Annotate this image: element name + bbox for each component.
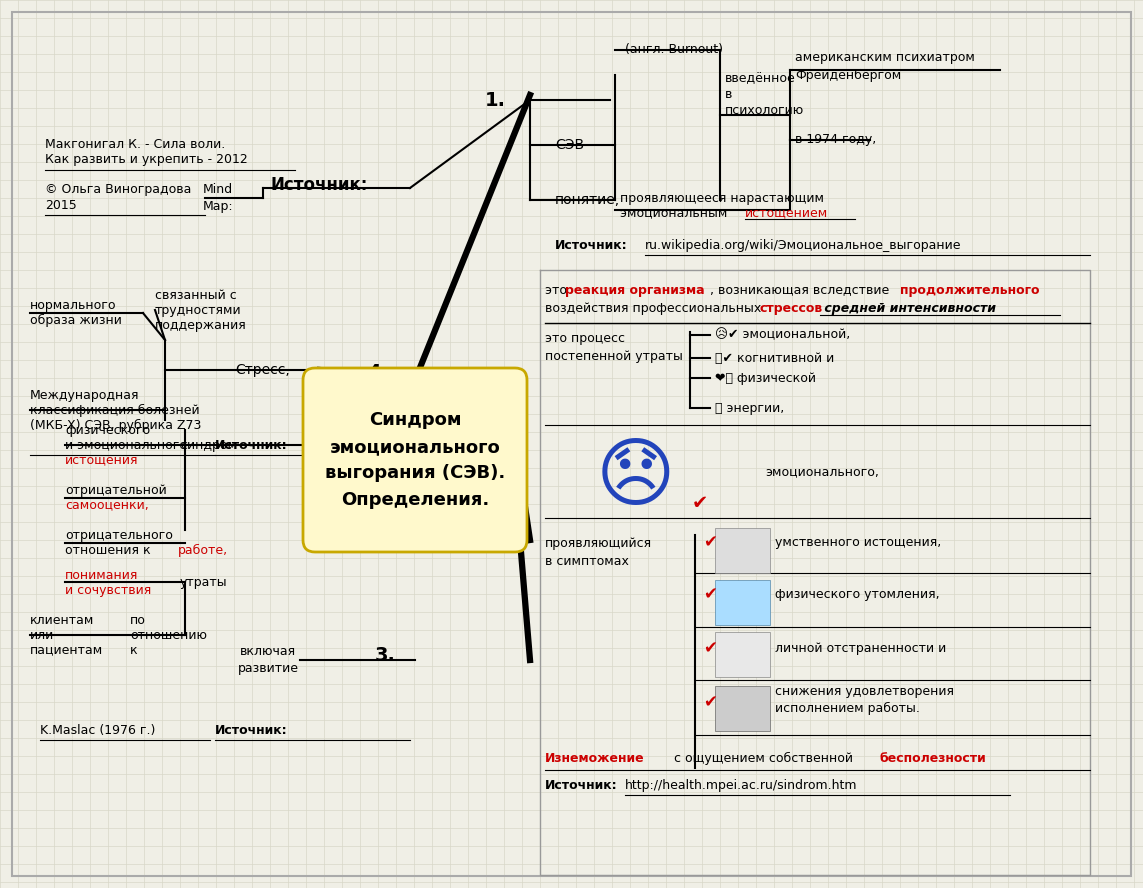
Bar — [716, 580, 770, 625]
Text: синдром: синдром — [179, 439, 237, 451]
Text: Синдром
эмоционального
выгорания (СЭВ).
Определения.: Синдром эмоционального выгорания (СЭВ). … — [325, 411, 505, 509]
Text: или: или — [30, 629, 54, 641]
Text: средней интенсивности: средней интенсивности — [820, 302, 996, 314]
Text: (МКБ-X) СЭВ, рубрика Z73: (МКБ-X) СЭВ, рубрика Z73 — [30, 418, 201, 432]
Text: ru.wikipedia.org/wiki/Эмоциональное_выгорание: ru.wikipedia.org/wiki/Эмоциональное_выго… — [645, 239, 961, 251]
Text: http://health.mpei.ac.ru/sindrom.htm: http://health.mpei.ac.ru/sindrom.htm — [625, 779, 857, 791]
Text: Источник:: Источник: — [215, 724, 288, 736]
Text: истощения: истощения — [65, 454, 138, 466]
Text: это процесс
постепенной утраты: это процесс постепенной утраты — [545, 331, 682, 362]
Text: Международная: Международная — [30, 389, 139, 401]
Text: 🕶️✔ когнитивной и: 🕶️✔ когнитивной и — [716, 352, 834, 364]
Text: классификация болезней: классификация болезней — [30, 403, 200, 416]
Text: 🧡 энергии,: 🧡 энергии, — [716, 401, 784, 415]
Text: это: это — [545, 283, 572, 297]
Text: Источник:: Источник: — [215, 439, 288, 451]
Text: Макгонигал К. - Сила воли.: Макгонигал К. - Сила воли. — [45, 139, 225, 152]
Text: и эмоционального: и эмоционального — [65, 439, 187, 451]
Text: © Ольга Виноградова: © Ольга Виноградова — [45, 184, 191, 196]
Text: связанный с: связанный с — [155, 289, 237, 302]
Text: 2015: 2015 — [45, 199, 77, 211]
Text: Фрейденбергом: Фрейденбергом — [796, 68, 901, 82]
Text: Источник:: Источник: — [555, 239, 628, 251]
Text: 4.: 4. — [368, 362, 389, 382]
Text: (англ. Burnout): (англ. Burnout) — [625, 44, 724, 57]
Text: понимания: понимания — [65, 568, 138, 582]
Text: проявляющийся
в симптомах: проявляющийся в симптомах — [545, 536, 653, 567]
Bar — [716, 686, 770, 731]
Text: продолжительного: продолжительного — [900, 283, 1039, 297]
Bar — [716, 528, 770, 573]
Text: эмоционального,: эмоционального, — [765, 465, 879, 479]
Text: отношения к: отношения к — [65, 543, 154, 557]
Text: клиентам: клиентам — [30, 614, 95, 627]
Text: СЭВ: СЭВ — [555, 138, 584, 152]
Text: истощением: истощением — [745, 207, 829, 219]
Text: введённое
в
психологию: введённое в психологию — [725, 73, 805, 117]
Text: по: по — [130, 614, 146, 627]
Text: и сочувствия: и сочувствия — [65, 583, 151, 597]
Text: 3.: 3. — [375, 646, 395, 664]
Text: американским психиатром: американским психиатром — [796, 52, 975, 65]
FancyBboxPatch shape — [303, 368, 527, 552]
Text: Источник:: Источник: — [545, 779, 617, 791]
Text: ✔: ✔ — [703, 533, 717, 551]
Text: включая
развитие: включая развитие — [238, 645, 298, 675]
Text: поддержания: поддержания — [155, 319, 247, 331]
Text: , возникающая вследствие: , возникающая вследствие — [710, 283, 893, 297]
Text: физического: физического — [65, 424, 150, 437]
Text: 1.: 1. — [485, 91, 505, 109]
Text: к: к — [130, 644, 137, 656]
Text: отношению: отношению — [130, 629, 207, 641]
Text: ✔: ✔ — [703, 585, 717, 603]
Text: работе,: работе, — [178, 543, 229, 557]
Text: в 1974 году,: в 1974 году, — [796, 133, 877, 147]
Text: 😥✔ эмоциональной,: 😥✔ эмоциональной, — [716, 329, 850, 342]
Text: отрицательной: отрицательной — [65, 483, 167, 496]
Text: стрессов: стрессов — [760, 302, 823, 314]
Text: 2.: 2. — [499, 526, 520, 544]
Text: самооценки,: самооценки, — [65, 498, 149, 511]
Text: ✔: ✔ — [692, 494, 709, 512]
Text: трудностями: трудностями — [155, 304, 241, 316]
Text: понятие,: понятие, — [555, 193, 621, 207]
Text: нормального: нормального — [30, 298, 117, 312]
Text: физического утомления,: физического утомления, — [775, 588, 940, 600]
Text: 😞: 😞 — [596, 441, 674, 515]
Text: ✔: ✔ — [703, 639, 717, 657]
Text: отрицательного: отрицательного — [65, 528, 173, 542]
Text: Mind
Map:: Mind Map: — [202, 183, 233, 213]
Text: проявляющееся нарастающим: проявляющееся нарастающим — [620, 192, 824, 204]
Text: ❤️💧 физической: ❤️💧 физической — [716, 371, 816, 385]
Text: Как развить и укрепить - 2012: Как развить и укрепить - 2012 — [45, 154, 248, 167]
Text: эмоциональным: эмоциональным — [620, 207, 732, 219]
Text: бесполезности: бесполезности — [880, 751, 986, 765]
Text: Источник:: Источник: — [270, 176, 367, 194]
Text: личной отстраненности и: личной отстраненности и — [775, 641, 946, 654]
Text: снижения удовлетворения
исполнением работы.: снижения удовлетворения исполнением рабо… — [775, 685, 954, 715]
Text: реакция организма: реакция организма — [565, 283, 704, 297]
Text: ✔: ✔ — [703, 693, 717, 711]
Bar — [716, 632, 770, 677]
Text: умственного истощения,: умственного истощения, — [775, 535, 941, 549]
Text: с ощущением собственной: с ощущением собственной — [670, 751, 857, 765]
Text: воздействия профессиональных: воздействия профессиональных — [545, 302, 766, 314]
Text: K.Maslac (1976 г.): K.Maslac (1976 г.) — [40, 724, 155, 736]
Text: образа жизни: образа жизни — [30, 313, 122, 327]
Text: пациентам: пациентам — [30, 644, 103, 656]
Text: Стресс,: Стресс, — [235, 363, 290, 377]
Text: утраты: утраты — [179, 575, 227, 589]
Text: Изнеможение: Изнеможение — [545, 751, 645, 765]
